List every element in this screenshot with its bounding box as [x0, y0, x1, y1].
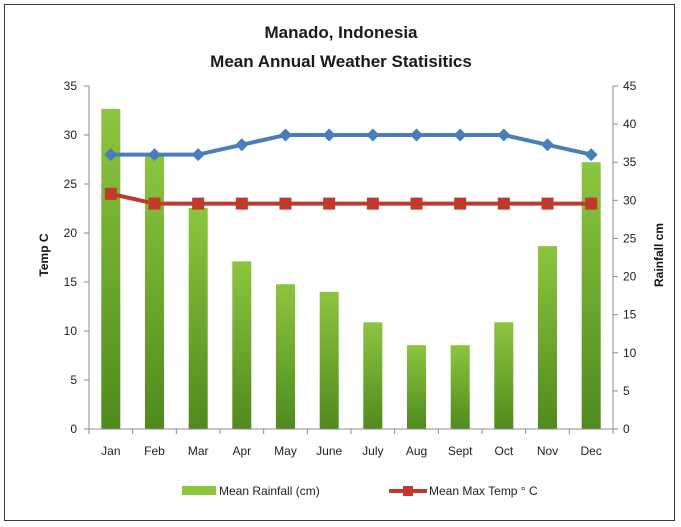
- min-temp-point: [584, 148, 598, 162]
- bar-may: [276, 284, 295, 429]
- rainfall-bars: [101, 108, 601, 430]
- right-tick-label: 0: [623, 422, 630, 436]
- max-temp-point: [192, 197, 205, 210]
- chart-axes: 0 5 10 15 20 25 30 35 0 5 10 15 20 25 30 35 40 45 Jan Feb Ma…: [64, 79, 637, 458]
- max-temp-point: [148, 197, 161, 210]
- min-temp-point: [279, 128, 292, 142]
- max-temp-point: [497, 197, 510, 210]
- max-temp-point: [454, 197, 467, 210]
- min-temp-point: [453, 128, 467, 142]
- min-temp-point: [104, 148, 118, 162]
- x-tick-label: Sept: [448, 444, 473, 458]
- x-tick-label: Jan: [101, 444, 120, 458]
- left-tick-label: 10: [64, 324, 78, 338]
- x-tick-label: Dec: [580, 444, 601, 458]
- bar-oct: [494, 322, 514, 429]
- max-temp-point: [541, 197, 554, 210]
- x-tick-label: Nov: [537, 444, 558, 458]
- x-tick-label: June: [316, 444, 342, 458]
- left-tick-label: 20: [64, 226, 78, 240]
- right-tick-label: 30: [623, 193, 637, 207]
- legend-label-rainfall: Mean Rainfall (cm): [219, 484, 320, 498]
- right-axis-title: Rainfall cm: [652, 223, 666, 287]
- legend-swatch-rainfall: [182, 486, 216, 495]
- left-tick-label: 25: [64, 177, 78, 191]
- min-temp-point: [235, 138, 249, 152]
- bar-feb: [145, 154, 164, 429]
- max-temp-point: [104, 187, 117, 200]
- bar-sept: [450, 345, 470, 429]
- legend-marker-temp: [403, 486, 413, 496]
- right-tick-label: 35: [623, 155, 637, 169]
- max-temp-point: [410, 197, 423, 210]
- right-tick-label: 15: [623, 308, 637, 322]
- min-temp-point: [366, 128, 380, 142]
- right-tick-label: 20: [623, 270, 637, 284]
- max-temp-line: [110, 191, 592, 206]
- max-temp-point: [366, 197, 379, 210]
- max-temp-point: [279, 197, 292, 210]
- left-tick-label: 0: [70, 422, 77, 436]
- temperature-lines: [104, 128, 598, 210]
- min-temp-point: [541, 138, 554, 152]
- x-tick-label: July: [362, 444, 383, 458]
- max-temp-point: [585, 197, 598, 210]
- x-tick-label: Apr: [232, 444, 251, 458]
- min-temp-line: [110, 133, 592, 157]
- left-tick-label: 5: [70, 373, 77, 387]
- max-temp-point: [235, 197, 248, 210]
- x-tick-label: Feb: [144, 444, 165, 458]
- right-tick-label: 10: [623, 346, 637, 360]
- min-temp-point: [148, 148, 161, 162]
- x-tick-label: Oct: [494, 444, 513, 458]
- bar-june: [319, 291, 339, 429]
- left-tick-label: 30: [64, 128, 78, 142]
- bar-mar: [188, 208, 208, 429]
- x-tick-label: Mar: [188, 444, 209, 458]
- min-temp-point: [410, 128, 423, 142]
- bar-nov: [538, 246, 557, 429]
- chart-canvas: Manado, Indonesia Mean Annual Weather St…: [37, 23, 666, 498]
- legend-label-temp: Mean Max Temp ° C: [429, 484, 538, 498]
- x-tick-label: Aug: [406, 444, 427, 458]
- right-tick-label: 5: [623, 384, 630, 398]
- bar-aug: [407, 345, 426, 429]
- left-axis-title: Temp C: [37, 233, 51, 276]
- left-tick-label: 35: [64, 79, 78, 93]
- chart-title: Manado, Indonesia: [264, 23, 418, 42]
- max-temp-point: [323, 197, 336, 210]
- chart-frame: Manado, Indonesia Mean Annual Weather St…: [4, 4, 675, 521]
- min-temp-point: [191, 148, 205, 162]
- right-tick-label: 25: [623, 231, 637, 245]
- left-tick-label: 15: [64, 275, 78, 289]
- min-temp-point: [322, 128, 336, 142]
- x-tick-label: May: [274, 444, 297, 458]
- chart-subtitle: Mean Annual Weather Statisitics: [210, 52, 472, 71]
- bar-dec: [581, 162, 601, 429]
- right-tick-label: 40: [623, 117, 637, 131]
- right-tick-label: 45: [623, 79, 637, 93]
- chart-legend: Mean Rainfall (cm) Mean Max Temp ° C: [182, 484, 538, 498]
- min-temp-point: [497, 128, 511, 142]
- bar-july: [363, 322, 383, 429]
- bar-apr: [232, 261, 252, 429]
